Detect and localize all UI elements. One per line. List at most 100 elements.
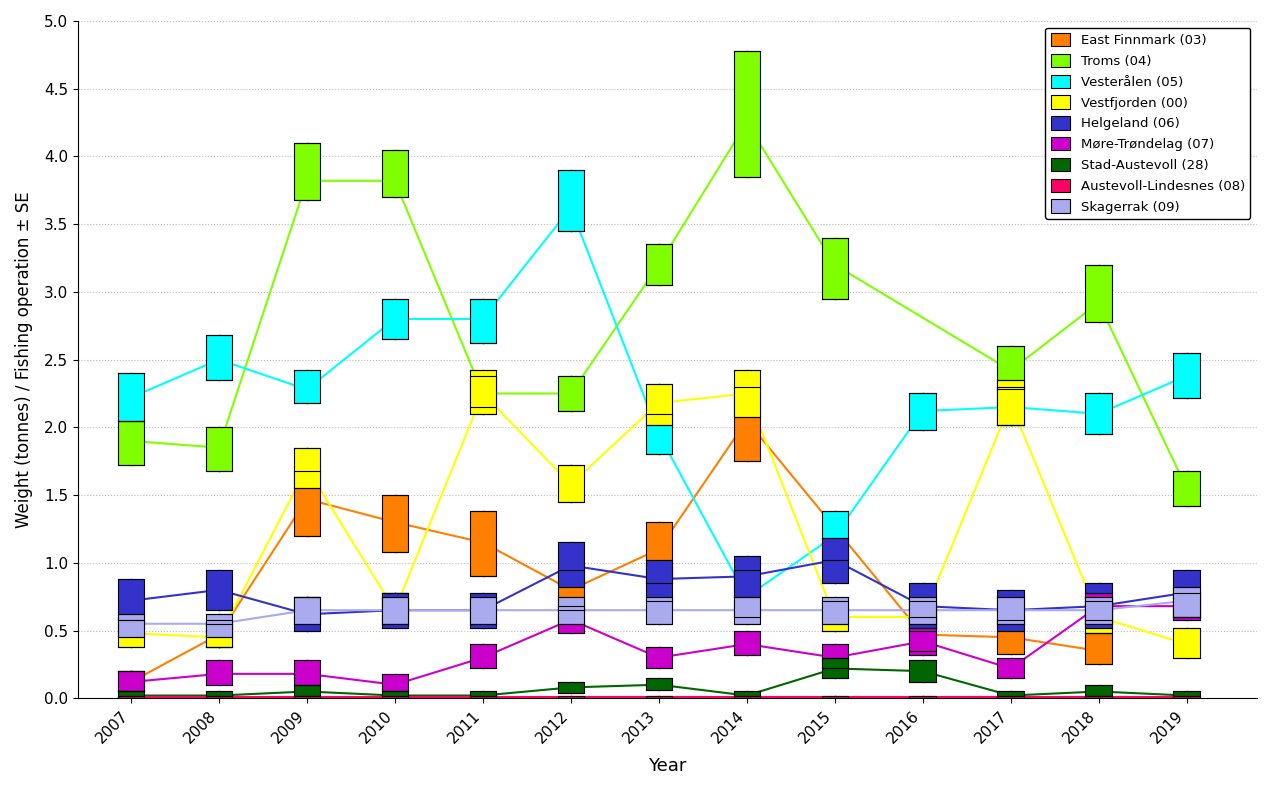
FancyBboxPatch shape [1085,634,1112,664]
FancyBboxPatch shape [206,695,232,698]
FancyBboxPatch shape [822,600,848,630]
FancyBboxPatch shape [997,657,1024,678]
FancyBboxPatch shape [118,691,144,698]
FancyBboxPatch shape [646,414,672,454]
FancyBboxPatch shape [382,691,408,698]
FancyBboxPatch shape [557,376,584,411]
FancyBboxPatch shape [294,471,321,536]
FancyBboxPatch shape [294,371,321,403]
FancyBboxPatch shape [1085,393,1112,435]
FancyBboxPatch shape [294,143,321,200]
FancyBboxPatch shape [1085,596,1112,624]
FancyBboxPatch shape [294,660,321,685]
FancyBboxPatch shape [118,695,144,698]
FancyBboxPatch shape [646,384,672,425]
FancyBboxPatch shape [909,596,936,624]
FancyBboxPatch shape [1174,628,1199,657]
FancyBboxPatch shape [909,695,936,698]
FancyBboxPatch shape [557,606,584,634]
FancyBboxPatch shape [734,556,759,596]
FancyBboxPatch shape [206,691,232,698]
FancyBboxPatch shape [469,371,496,414]
FancyBboxPatch shape [909,628,936,655]
FancyBboxPatch shape [1085,600,1112,634]
FancyBboxPatch shape [734,570,759,617]
FancyBboxPatch shape [822,695,848,698]
FancyBboxPatch shape [557,596,584,624]
FancyBboxPatch shape [118,373,144,420]
FancyBboxPatch shape [734,371,759,416]
FancyBboxPatch shape [382,674,408,691]
FancyBboxPatch shape [294,695,321,698]
FancyBboxPatch shape [997,619,1024,653]
FancyBboxPatch shape [294,685,321,695]
FancyBboxPatch shape [909,393,936,430]
FancyBboxPatch shape [646,596,672,624]
FancyBboxPatch shape [909,600,936,630]
FancyBboxPatch shape [1085,265,1112,322]
FancyBboxPatch shape [382,596,408,624]
FancyBboxPatch shape [469,299,496,344]
FancyBboxPatch shape [646,244,672,285]
FancyBboxPatch shape [118,420,144,465]
FancyBboxPatch shape [1174,471,1199,506]
FancyBboxPatch shape [206,615,232,638]
FancyBboxPatch shape [469,596,496,624]
FancyBboxPatch shape [1085,685,1112,695]
FancyBboxPatch shape [1174,570,1199,617]
FancyBboxPatch shape [997,695,1024,698]
FancyBboxPatch shape [118,672,144,691]
FancyBboxPatch shape [294,448,321,488]
FancyBboxPatch shape [997,691,1024,698]
FancyBboxPatch shape [206,619,232,647]
FancyBboxPatch shape [734,596,759,624]
FancyBboxPatch shape [382,592,408,624]
FancyBboxPatch shape [734,51,759,177]
FancyBboxPatch shape [822,238,848,299]
FancyBboxPatch shape [1174,353,1199,397]
FancyBboxPatch shape [469,695,496,698]
FancyBboxPatch shape [646,560,672,600]
FancyBboxPatch shape [557,695,584,698]
FancyBboxPatch shape [997,346,1024,389]
FancyBboxPatch shape [206,335,232,380]
FancyBboxPatch shape [469,511,496,577]
FancyBboxPatch shape [822,511,848,560]
FancyBboxPatch shape [734,691,759,698]
FancyBboxPatch shape [382,495,408,552]
FancyBboxPatch shape [822,539,848,583]
FancyBboxPatch shape [909,583,936,628]
FancyBboxPatch shape [1174,587,1199,617]
FancyBboxPatch shape [822,596,848,624]
FancyBboxPatch shape [997,596,1024,624]
FancyBboxPatch shape [469,644,496,668]
FancyBboxPatch shape [646,678,672,690]
FancyBboxPatch shape [1085,583,1112,628]
FancyBboxPatch shape [382,592,408,628]
FancyBboxPatch shape [382,299,408,340]
Legend: East Finnmark (03), Troms (04), Vesterålen (05), Vestfjorden (00), Helgeland (06: East Finnmark (03), Troms (04), Vesterål… [1046,28,1250,219]
FancyBboxPatch shape [997,590,1024,630]
FancyBboxPatch shape [734,387,759,461]
FancyBboxPatch shape [646,695,672,698]
FancyBboxPatch shape [382,149,408,197]
FancyBboxPatch shape [909,660,936,682]
FancyBboxPatch shape [206,427,232,471]
FancyBboxPatch shape [206,660,232,685]
FancyBboxPatch shape [469,592,496,628]
FancyBboxPatch shape [118,619,144,647]
FancyBboxPatch shape [1085,592,1112,619]
FancyBboxPatch shape [1174,691,1199,698]
FancyBboxPatch shape [734,695,759,698]
FancyBboxPatch shape [997,380,1024,425]
FancyBboxPatch shape [382,695,408,698]
FancyBboxPatch shape [734,630,759,655]
FancyBboxPatch shape [294,596,321,630]
FancyBboxPatch shape [469,376,496,407]
FancyBboxPatch shape [294,596,321,624]
FancyBboxPatch shape [118,672,144,691]
FancyBboxPatch shape [118,579,144,619]
FancyBboxPatch shape [646,522,672,583]
FancyBboxPatch shape [909,617,936,651]
FancyBboxPatch shape [997,387,1024,425]
